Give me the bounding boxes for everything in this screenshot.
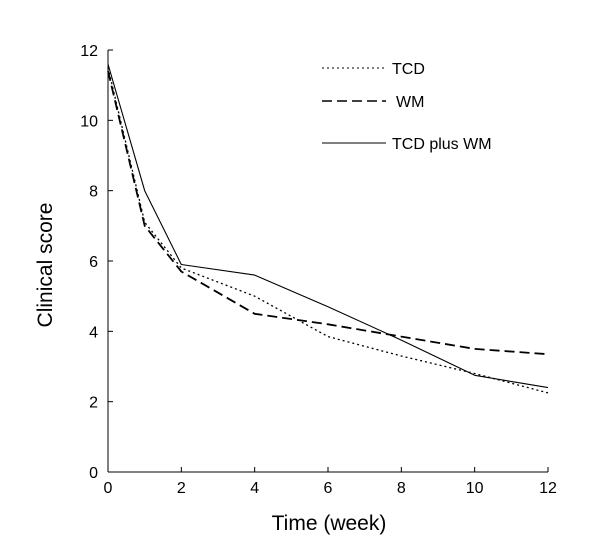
x-tick-label: 4 (250, 480, 259, 497)
x-tick-label: 10 (466, 480, 484, 497)
series-line-tcd (107, 67, 549, 394)
x-tick-label: 6 (324, 480, 333, 497)
legend: TCD WM TCD plus WM (322, 61, 492, 153)
x-ticks: 0 2 4 6 8 10 12 (104, 467, 557, 497)
y-ticks: 0 2 4 6 8 10 12 (80, 43, 113, 482)
y-tick-label: 4 (89, 324, 98, 341)
legend-label: TCD plus WM (392, 136, 492, 153)
y-tick-label: 10 (80, 113, 98, 130)
series-layer (107, 63, 549, 394)
legend-label: WM (396, 94, 424, 111)
y-tick-label: 0 (89, 465, 98, 482)
y-tick-label: 2 (89, 395, 98, 412)
series-line-wm (107, 70, 549, 356)
series-line-tcd-plus-wm (107, 63, 549, 389)
y-axis-title: Clinical score (34, 203, 57, 328)
x-tick-label: 2 (177, 480, 186, 497)
y-tick-label: 8 (89, 184, 98, 201)
legend-label: TCD (392, 61, 425, 78)
x-tick-label: 8 (397, 480, 406, 497)
x-tick-label: 0 (104, 480, 113, 497)
y-tick-label: 12 (80, 43, 98, 60)
x-axis-title: Time (week) (272, 512, 387, 535)
x-tick-label: 12 (539, 480, 557, 497)
y-tick-label: 6 (89, 254, 98, 271)
